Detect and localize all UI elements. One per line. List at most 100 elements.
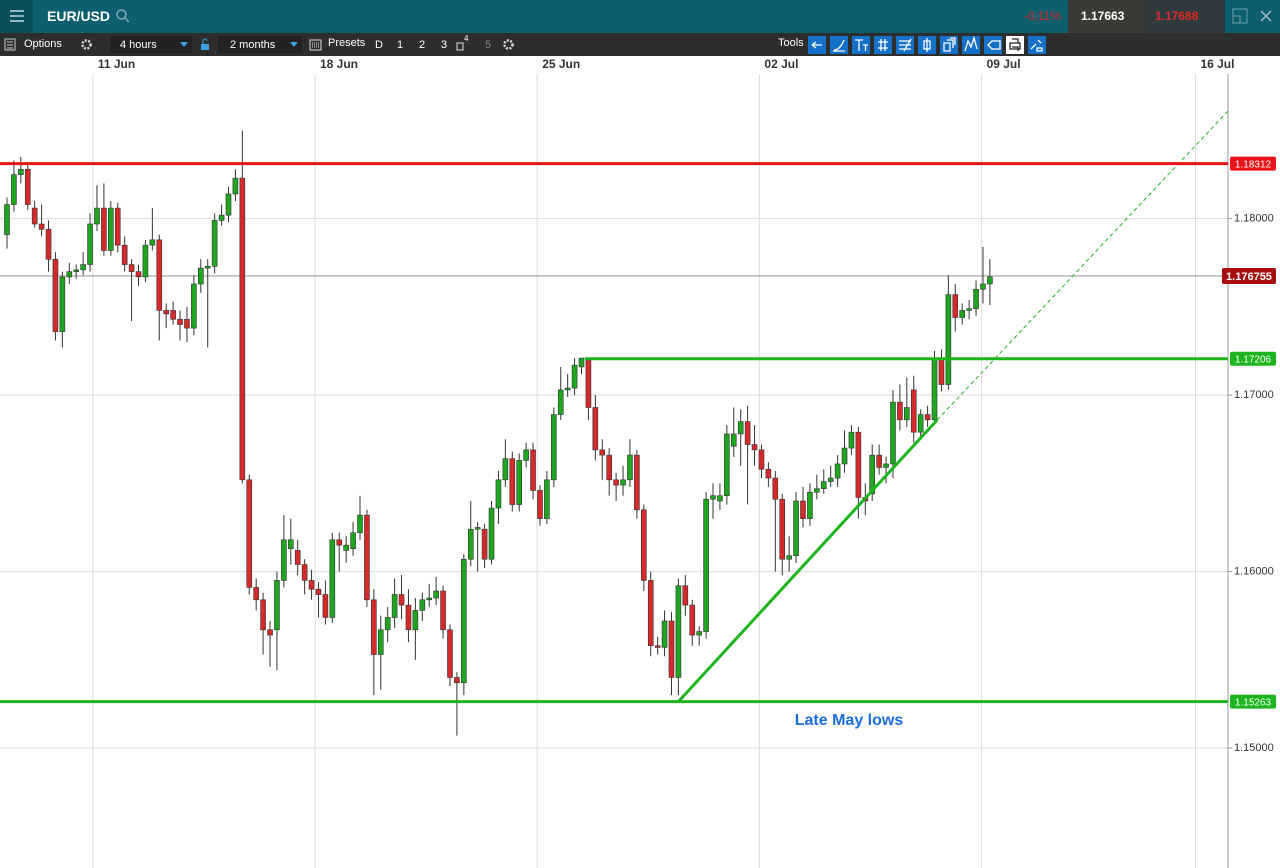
preset-settings-icon[interactable] <box>502 38 515 51</box>
calendar-icon[interactable] <box>309 38 322 51</box>
candle-body <box>232 177 239 195</box>
candle-body <box>80 264 86 271</box>
candle-body <box>177 318 183 325</box>
detach-icon[interactable] <box>1232 8 1248 24</box>
candle-body <box>758 449 765 470</box>
symbol[interactable]: EUR/USD <box>47 8 111 24</box>
candle-body <box>101 207 107 251</box>
preset-icon <box>456 42 464 51</box>
tools-label: Tools <box>778 37 804 49</box>
candle-body <box>4 204 10 235</box>
x-tick-label: 25 Jun <box>542 57 580 71</box>
candle-body <box>474 527 481 530</box>
close-icon[interactable] <box>1259 9 1273 23</box>
trendline-extension <box>936 110 1229 421</box>
sell-box[interactable]: 1.17663 <box>1068 0 1145 33</box>
candle-body <box>737 421 744 435</box>
candle-body <box>682 585 689 606</box>
candle-body <box>585 357 592 408</box>
candle-body <box>149 239 156 246</box>
trendline <box>677 418 939 703</box>
candle-body <box>807 491 813 519</box>
settings-icon[interactable] <box>80 38 93 51</box>
interval-select[interactable]: 4 hours <box>110 36 192 53</box>
candle-body <box>18 168 24 175</box>
level-label: 1.17206 <box>1235 354 1272 365</box>
candle-body <box>433 590 439 599</box>
candle-body <box>198 267 204 285</box>
candle-body <box>308 580 315 590</box>
candle-body <box>301 564 308 581</box>
candle-body <box>779 498 786 560</box>
candle-body <box>156 239 163 311</box>
candle-body <box>869 454 876 495</box>
preset-button[interactable]: 1 <box>397 39 404 51</box>
candle-body <box>52 258 59 332</box>
lock-icon[interactable] <box>200 38 210 51</box>
buy-price: 1.17688 <box>1155 9 1199 23</box>
candle-body <box>703 498 709 632</box>
x-tick-label: 11 Jun <box>98 57 135 71</box>
buy-box[interactable]: 1.17688 <box>1145 0 1225 33</box>
range-select[interactable]: 2 months <box>218 36 302 53</box>
candle-body <box>786 555 792 560</box>
x-tick-label: 02 Jul <box>764 57 798 71</box>
candle-body <box>225 193 232 216</box>
candle-body <box>66 271 73 278</box>
candle-body <box>364 514 370 601</box>
sell-price: 1.17663 <box>1081 9 1125 23</box>
preset-button[interactable]: 5 <box>485 39 492 51</box>
candle-body <box>467 528 474 560</box>
candle-body <box>142 244 149 278</box>
preset-button[interactable]: 3 <box>441 39 448 51</box>
search-icon[interactable] <box>115 8 131 24</box>
candle-body <box>634 454 640 511</box>
candle-body <box>481 528 488 560</box>
candle-body <box>917 414 924 433</box>
candle-body <box>952 294 959 318</box>
y-tick-label: 1.18000 <box>1234 213 1274 225</box>
range: 2 months <box>230 39 276 51</box>
candle-body <box>627 454 633 481</box>
preset-button[interactable]: 4 <box>464 34 469 43</box>
candle-body <box>827 477 834 482</box>
tool-button[interactable] <box>984 36 1002 54</box>
preset-button[interactable]: 2 <box>419 39 426 51</box>
current-price-label: 1.176755 <box>1226 271 1272 283</box>
level-label-box <box>1230 694 1276 709</box>
candle-body <box>640 509 647 581</box>
candle-body <box>315 588 322 595</box>
candle-body <box>530 449 536 491</box>
candle-body <box>848 431 855 449</box>
menu-button[interactable] <box>0 0 33 33</box>
candle-body <box>108 207 114 251</box>
candle-body <box>938 357 945 385</box>
preset-button[interactable]: D <box>375 39 383 51</box>
candle-body <box>620 479 626 486</box>
candle-body <box>502 458 509 481</box>
menu-icon <box>10 10 24 22</box>
candle-body <box>592 407 599 451</box>
candle-body <box>744 421 751 445</box>
annotation: Late May lows <box>795 712 904 729</box>
candle-body <box>461 558 467 684</box>
candle-body <box>959 310 966 318</box>
y-tick-label: 1.16000 <box>1234 565 1274 577</box>
candle-body <box>191 283 197 329</box>
candle-body <box>578 357 585 368</box>
candle-body <box>973 288 979 309</box>
tool-button[interactable] <box>874 36 892 54</box>
candle-body <box>454 677 460 684</box>
top-bar: EUR/USD -0.11% 1.17663 1.17688 <box>0 0 1280 33</box>
candle-body <box>710 495 716 500</box>
candle-body <box>211 220 218 267</box>
candle-body <box>966 308 972 311</box>
options-button[interactable]: Options <box>24 38 62 50</box>
candle-body <box>384 617 391 631</box>
candle-body <box>661 620 668 648</box>
candle-body <box>883 463 889 468</box>
candle-body <box>855 431 862 498</box>
candle-body <box>204 266 211 269</box>
candle-body <box>606 454 612 481</box>
candle-body <box>426 597 433 601</box>
